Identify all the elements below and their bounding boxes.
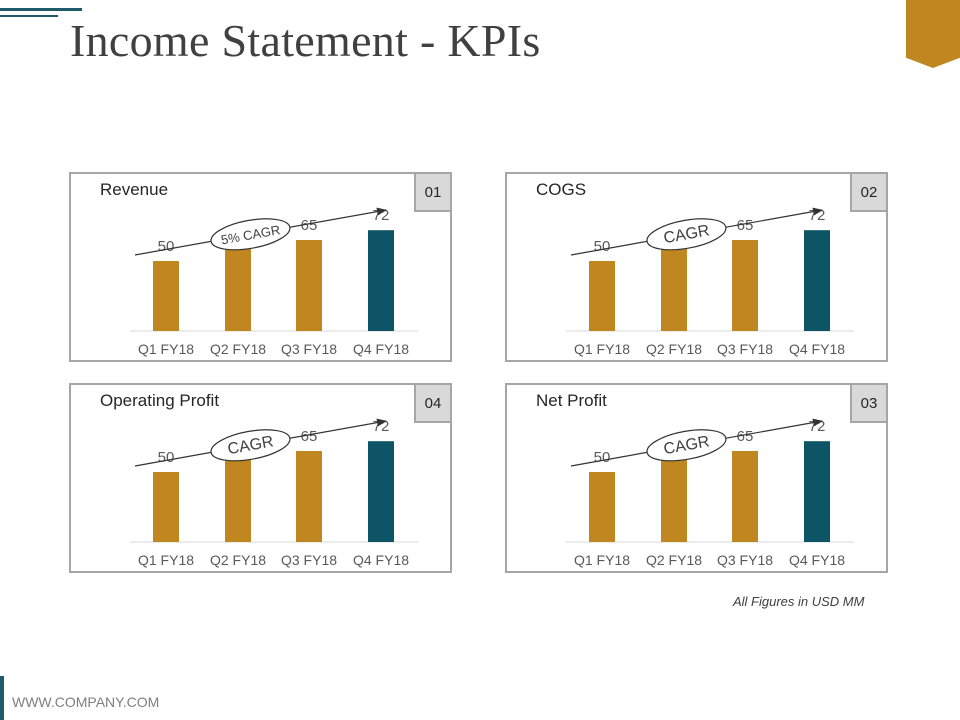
bar-value-label: 50 [158, 238, 175, 255]
bar-q2-fy18 [225, 247, 251, 331]
category-label: Q2 FY18 [210, 552, 266, 568]
panel-title: Net Profit [536, 391, 607, 410]
bar-q4-fy18 [804, 230, 830, 331]
category-label: Q2 FY18 [646, 341, 702, 357]
figures-footnote: All Figures in USD MM [733, 594, 865, 609]
panel-title: Operating Profit [100, 391, 220, 410]
header-rule-top [0, 8, 82, 11]
category-label: Q3 FY18 [717, 341, 773, 357]
cagr-ellipse [210, 429, 291, 462]
bar-value-label: 65 [737, 217, 754, 234]
bar-value-label: 50 [594, 238, 611, 255]
bar-q3-fy18 [732, 240, 758, 331]
bar-q1-fy18 [153, 261, 179, 331]
panel-number-badge: 04 [414, 385, 450, 423]
panel-number-badge: 03 [850, 385, 886, 423]
bar-value-label: 50 [594, 449, 611, 466]
category-label: Q4 FY18 [353, 552, 409, 568]
bar-value-label: 72 [809, 207, 826, 224]
category-label: Q3 FY18 [717, 552, 773, 568]
bar-q1-fy18 [589, 261, 615, 331]
slide-title: Income Statement - KPIs [70, 15, 541, 66]
cagr-callout: CAGR [646, 429, 727, 462]
corner-ribbon [906, 0, 960, 68]
panel-title: Revenue [100, 180, 169, 199]
bar-value-label: 72 [373, 207, 390, 224]
header-rule-bottom [0, 15, 58, 17]
category-label: Q1 FY18 [574, 552, 630, 568]
bar-q4-fy18 [368, 230, 394, 331]
bar-value-label: 72 [809, 418, 826, 435]
footer-accent-bar [0, 676, 4, 720]
panel-number-badge: 01 [414, 174, 450, 212]
bar-q3-fy18 [296, 240, 322, 331]
cagr-callout: CAGR [210, 429, 291, 462]
bar-q4-fy18 [368, 441, 394, 542]
category-label: Q4 FY18 [789, 552, 845, 568]
category-label: Q2 FY18 [210, 341, 266, 357]
footer-url: WWW.COMPANY.COM [12, 694, 160, 710]
category-label: Q1 FY18 [138, 552, 194, 568]
panel-title: COGS [536, 180, 587, 199]
bar-q3-fy18 [296, 451, 322, 542]
cagr-callout: 5% CAGR [210, 218, 291, 251]
bar-q2-fy18 [225, 458, 251, 542]
bar-value-label: 72 [373, 418, 390, 435]
bar-q1-fy18 [153, 472, 179, 542]
cagr-ellipse [646, 429, 727, 462]
bar-value-label: 65 [737, 428, 754, 445]
category-label: Q1 FY18 [138, 341, 194, 357]
cagr-ellipse [210, 218, 291, 251]
bar-value-label: 65 [301, 217, 318, 234]
bar-q2-fy18 [661, 247, 687, 331]
panel-number-badge: 02 [850, 174, 886, 212]
bar-value-label: 65 [301, 428, 318, 445]
category-label: Q3 FY18 [281, 552, 337, 568]
bar-q1-fy18 [589, 472, 615, 542]
bar-q3-fy18 [732, 451, 758, 542]
bar-q2-fy18 [661, 458, 687, 542]
category-label: Q2 FY18 [646, 552, 702, 568]
category-label: Q4 FY18 [789, 341, 845, 357]
category-label: Q1 FY18 [574, 341, 630, 357]
category-label: Q4 FY18 [353, 341, 409, 357]
bar-value-label: 50 [158, 449, 175, 466]
bar-q4-fy18 [804, 441, 830, 542]
cagr-callout: CAGR [646, 218, 727, 251]
category-label: Q3 FY18 [281, 341, 337, 357]
